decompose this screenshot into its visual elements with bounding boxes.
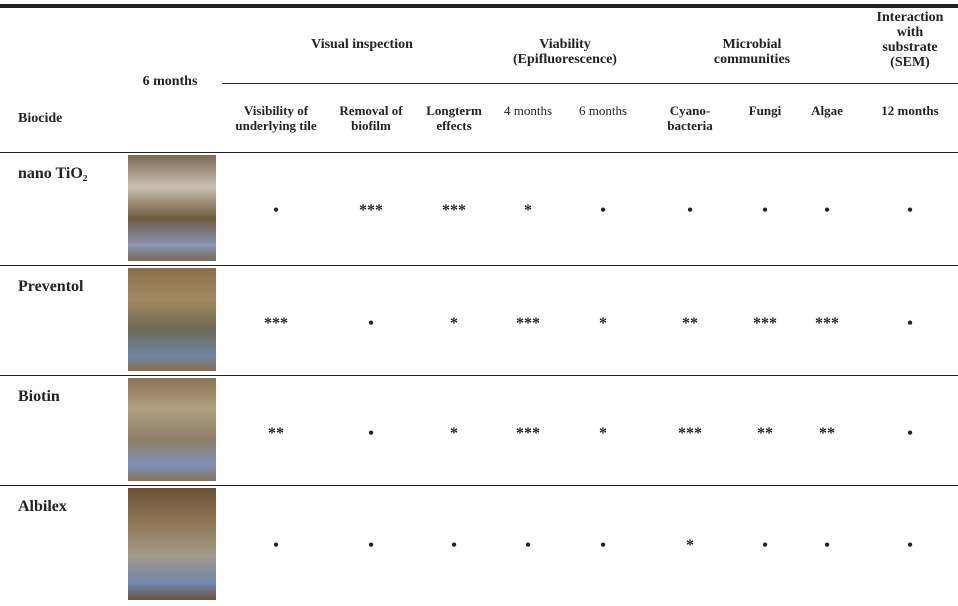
group-header: Interaction with substrate (SEM) [876, 10, 944, 70]
group-rule [222, 83, 958, 84]
sample-photo [128, 488, 216, 600]
rating: * [450, 425, 458, 442]
rating: *** [815, 315, 839, 332]
rating: *** [753, 315, 777, 332]
rating: • [368, 315, 374, 332]
rating: * [524, 202, 532, 219]
column-header: 12 months [881, 103, 939, 118]
rating: *** [678, 425, 702, 442]
rating: • [824, 202, 830, 219]
rating: *** [516, 425, 540, 442]
rating: • [368, 537, 374, 554]
row-rule [0, 375, 958, 376]
sample-photo [128, 268, 216, 371]
sample-photo [128, 155, 216, 261]
column-header: Biocide [18, 111, 63, 126]
rating: • [907, 425, 913, 442]
sample-photo [128, 378, 216, 481]
rating: ** [268, 425, 284, 442]
row-rule [0, 485, 958, 486]
group-header: Microbial communities [713, 37, 791, 67]
rating: *** [264, 315, 288, 332]
rating: • [451, 537, 457, 554]
column-header: 6 months [578, 103, 628, 118]
column-header: Visibility of underlying tile [235, 103, 317, 133]
rating: • [273, 202, 279, 219]
rating: * [599, 425, 607, 442]
rating: *** [516, 315, 540, 332]
rating: ** [682, 315, 698, 332]
row-rule [0, 265, 958, 266]
rating: • [824, 537, 830, 554]
rating: • [525, 537, 531, 554]
rating: *** [442, 202, 466, 219]
column-header: Algae [811, 103, 843, 118]
rating: * [599, 315, 607, 332]
rating: • [762, 537, 768, 554]
rating: ** [819, 425, 835, 442]
group-header: Viability (Epifluorescence) [513, 37, 617, 67]
rating: • [907, 315, 913, 332]
rating: • [762, 202, 768, 219]
biocide-name: Albilex [18, 498, 67, 515]
rating: • [600, 537, 606, 554]
rating: • [907, 537, 913, 554]
rating: * [686, 537, 694, 554]
top-rule [0, 4, 958, 8]
biocide-name: nano TiO₂ [18, 165, 88, 182]
column-header: Fungi [748, 103, 782, 118]
biocide-name: Biotin [18, 388, 60, 405]
column-header: Cyano-bacteria [667, 103, 713, 133]
group-header: Visual inspection [311, 37, 413, 52]
rating: ** [757, 425, 773, 442]
column-header: 4 months [503, 103, 553, 118]
rating: *** [359, 202, 383, 219]
image-column-header: 6 months [142, 74, 198, 89]
rating: • [368, 425, 374, 442]
biocide-name: Preventol [18, 278, 84, 295]
rating: • [600, 202, 606, 219]
rating: • [273, 537, 279, 554]
rating: • [687, 202, 693, 219]
column-header: Longterm effects [426, 103, 482, 133]
rating: • [907, 202, 913, 219]
column-header: Removal of biofilm [339, 103, 403, 133]
header-rule [0, 152, 958, 153]
rating: * [450, 315, 458, 332]
